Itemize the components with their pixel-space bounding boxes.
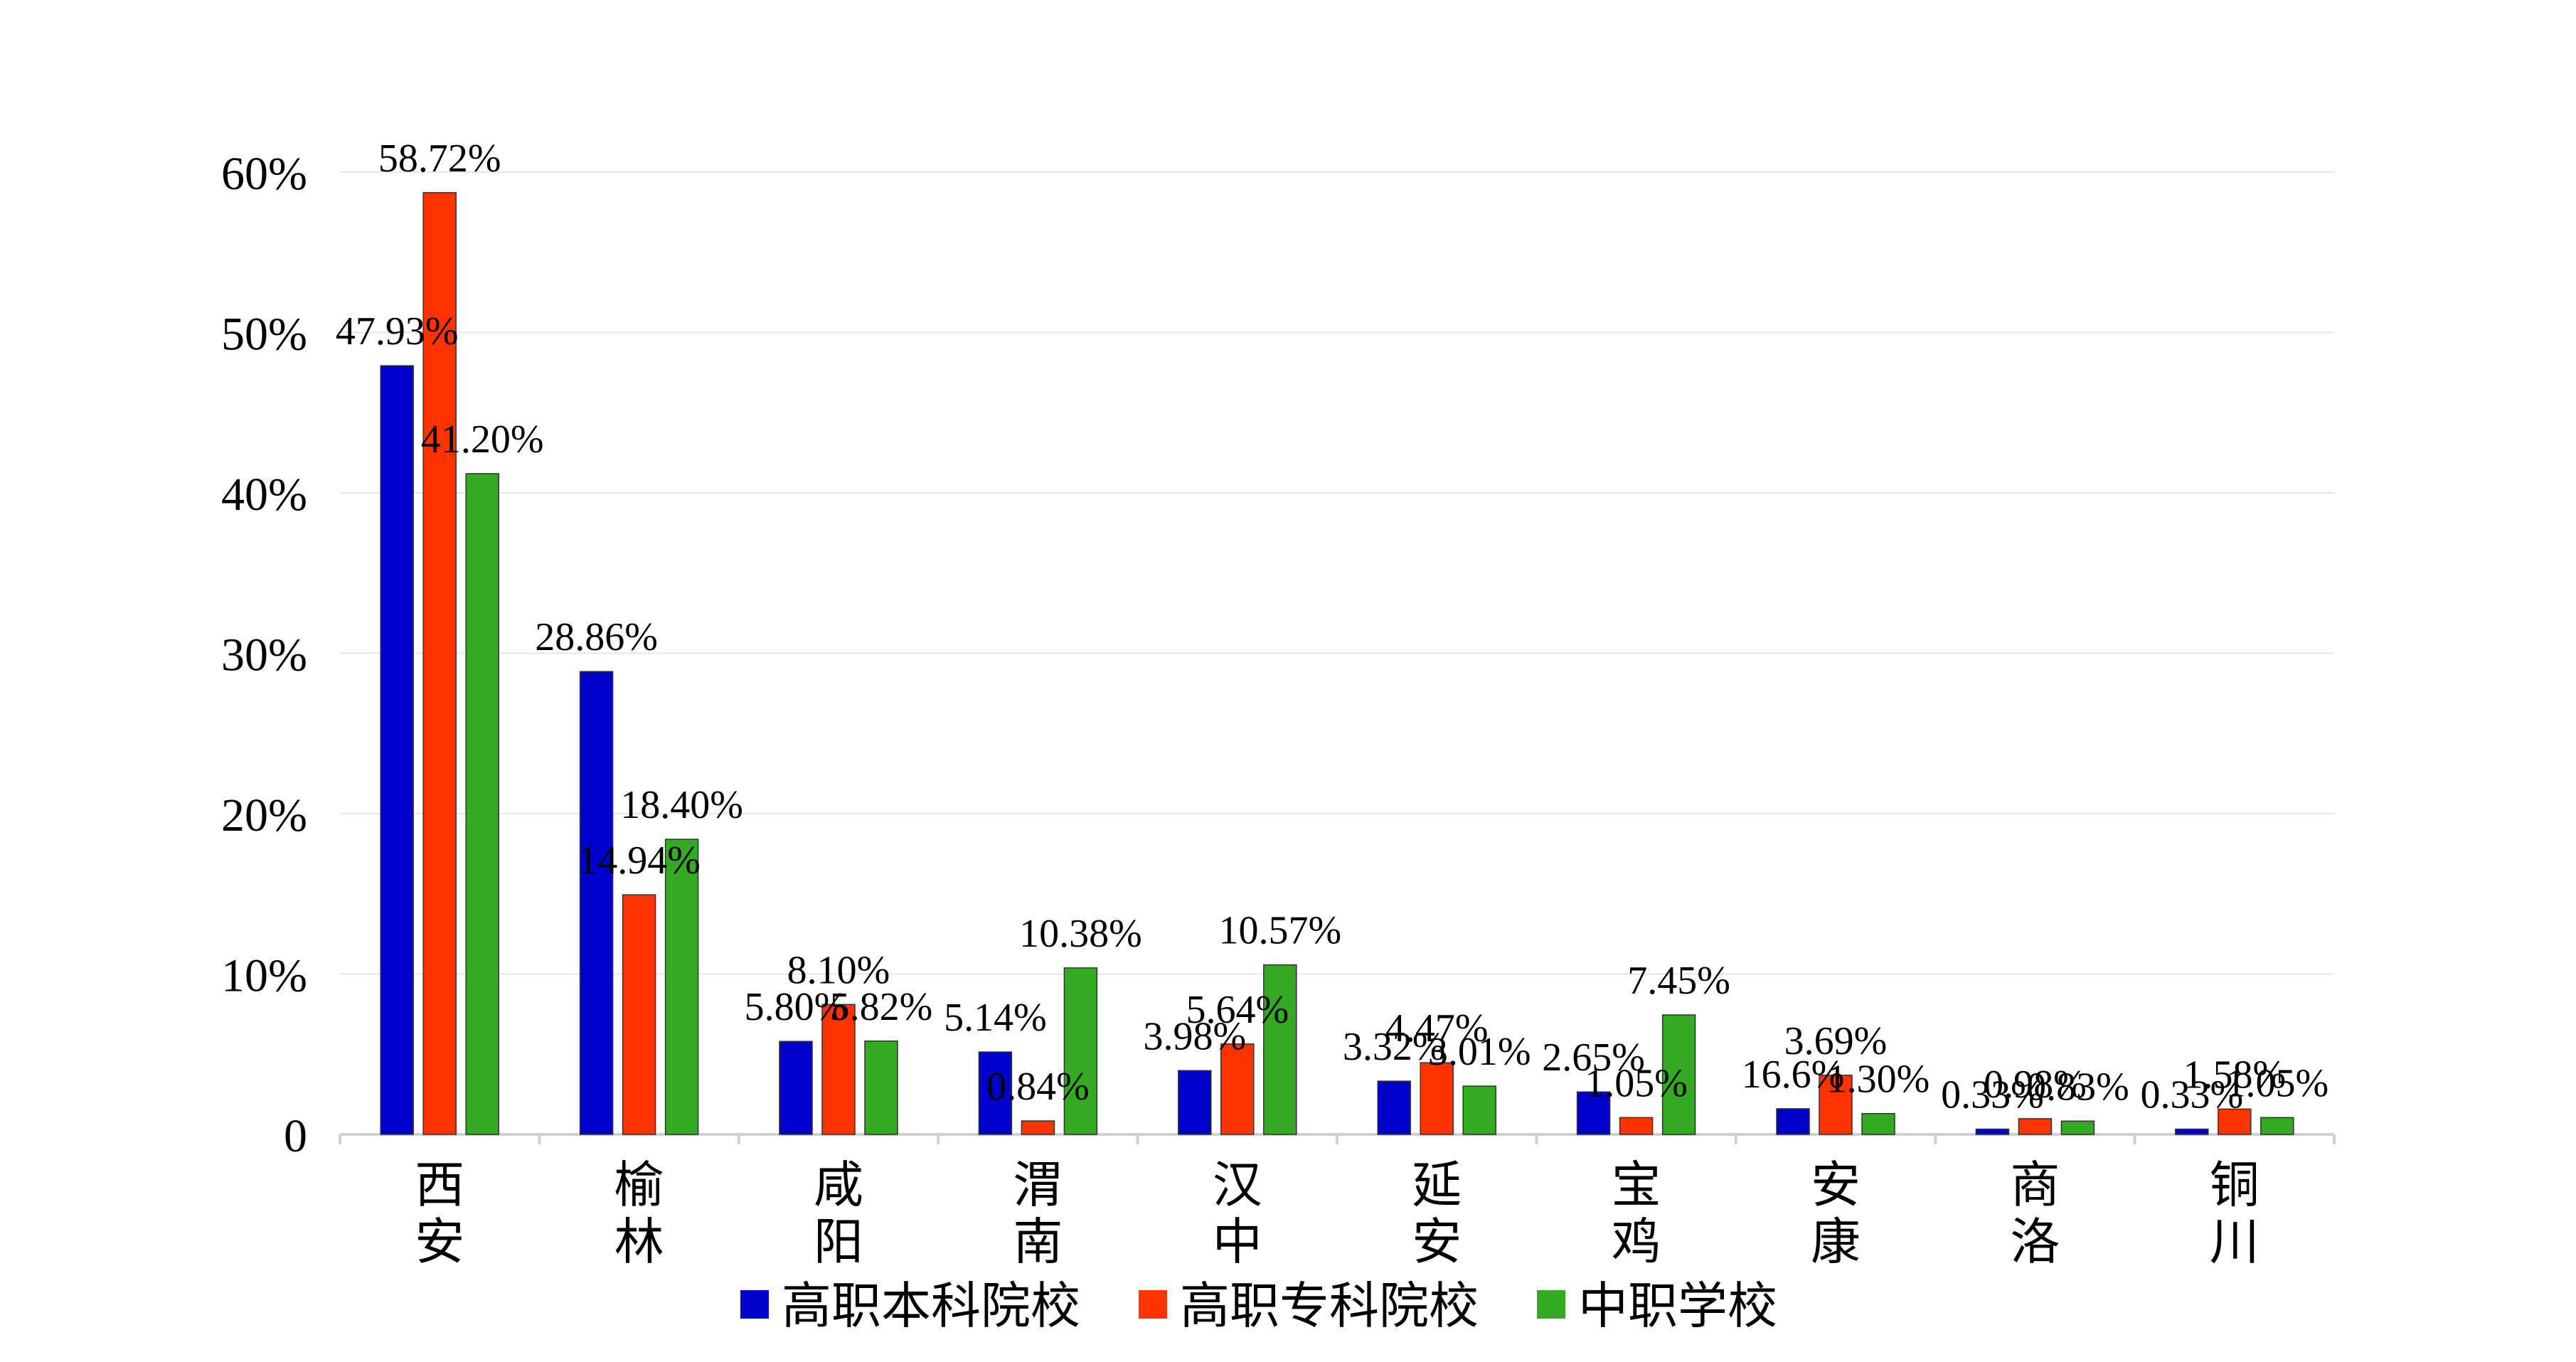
- data-label: 1.05%: [1585, 1061, 1688, 1105]
- data-label: 14.94%: [578, 839, 701, 883]
- bar-1-6: [1619, 1117, 1654, 1135]
- bar-2-6: [1661, 1014, 1696, 1135]
- data-label: 0.83%: [2026, 1065, 2129, 1109]
- bar-1-7: [1819, 1075, 1853, 1135]
- y-tick-label: 10%: [221, 950, 307, 1002]
- bar-1-0: [422, 192, 457, 1135]
- data-label: 3.32%: [1343, 1025, 1446, 1069]
- axes: 0 10% 20% 30% 40% 50% 60% 西安 榆林 咸阳 渭南 汉中 延安 宝鸡 安康 商洛 铜川: [221, 148, 2336, 1270]
- bar-0-2: [779, 1041, 813, 1135]
- data-label: 0.98%: [1984, 1063, 2087, 1107]
- data-label: 3.01%: [1428, 1030, 1531, 1074]
- data-label: 28.86%: [535, 615, 658, 659]
- x-tick-label: 延安: [1412, 1159, 1462, 1270]
- legend-label: 高职本科院校: [782, 1279, 1080, 1334]
- y-tick-label: 40%: [221, 469, 307, 521]
- legend: 高职本科院校 高职专科院校 中职学校: [740, 1279, 1777, 1334]
- legend-label: 高职专科院校: [1180, 1279, 1479, 1334]
- bar-2-8: [2060, 1120, 2095, 1135]
- bar-2-2: [864, 1041, 898, 1135]
- bar-0-9: [2175, 1128, 2209, 1135]
- x-tick-label: 渭南: [1013, 1159, 1063, 1270]
- bar-2-0: [465, 473, 499, 1135]
- bar-0-5: [1377, 1080, 1411, 1135]
- data-label: 0.33%: [2140, 1073, 2243, 1117]
- bar-2-9: [2260, 1117, 2294, 1135]
- bar-1-9: [2218, 1108, 2252, 1135]
- bar-1-8: [2018, 1118, 2053, 1135]
- legend-label: 中职学校: [1578, 1279, 1777, 1334]
- x-tick-label: 商洛: [2010, 1159, 2060, 1270]
- bar-1-1: [622, 894, 656, 1135]
- y-tick-label: 50%: [221, 309, 307, 361]
- bar-2-4: [1263, 964, 1297, 1135]
- bar-0-1: [579, 671, 614, 1135]
- bar-2-1: [664, 839, 699, 1135]
- x-tick-label: 西安: [415, 1159, 464, 1270]
- bar-0-7: [1776, 1108, 1810, 1135]
- data-label: 16.6%: [1742, 1053, 1845, 1097]
- y-tick-label: 20%: [221, 789, 307, 841]
- y-tick-label: 0: [284, 1110, 307, 1162]
- legend-swatch: [1139, 1290, 1167, 1319]
- bar-0-0: [380, 365, 414, 1135]
- data-label: 7.45%: [1627, 959, 1730, 1003]
- bars: [380, 192, 2294, 1135]
- x-tick-label: 安康: [1811, 1159, 1861, 1270]
- x-tick-label: 铜川: [2210, 1159, 2260, 1270]
- data-label: 1.30%: [1827, 1058, 1930, 1102]
- x-tick-label: 宝鸡: [1612, 1159, 1661, 1270]
- bar-1-4: [1220, 1043, 1255, 1135]
- data-label: 0.33%: [1941, 1073, 2044, 1117]
- data-label: 5.64%: [1186, 988, 1289, 1032]
- y-tick-label: 60%: [221, 148, 307, 200]
- data-label: 2.65%: [1542, 1036, 1645, 1080]
- gridlines: [340, 171, 2334, 975]
- data-label: 1.58%: [2183, 1053, 2286, 1097]
- legend-swatch: [740, 1290, 769, 1319]
- x-tick-label: 咸阳: [814, 1159, 863, 1270]
- y-tick-label: 30%: [221, 629, 307, 681]
- bar-0-3: [978, 1051, 1013, 1135]
- data-labels: 47.93% 28.86% 5.80% 5.14% 3.98% 3.32% 2.65% 16.…: [336, 137, 2328, 1117]
- data-label: 10.57%: [1218, 909, 1341, 953]
- data-label: 1.05%: [2225, 1061, 2328, 1105]
- data-label: 18.40%: [620, 783, 743, 827]
- bar-1-2: [821, 1004, 856, 1135]
- bar-2-5: [1462, 1085, 1496, 1135]
- data-label: 5.14%: [944, 996, 1047, 1040]
- bar-2-7: [1861, 1112, 1895, 1135]
- legend-swatch: [1537, 1290, 1565, 1319]
- data-label: 10.38%: [1019, 912, 1142, 956]
- data-label: 4.47%: [1385, 1006, 1489, 1050]
- bar-0-4: [1178, 1070, 1212, 1135]
- data-label: 58.72%: [378, 137, 501, 181]
- data-label: 5.80%: [745, 985, 848, 1029]
- data-label: 5.82%: [830, 985, 933, 1029]
- data-label: 3.98%: [1143, 1014, 1246, 1058]
- x-tick-label: 榆林: [614, 1159, 664, 1270]
- bar-0-8: [1975, 1128, 2010, 1135]
- data-label: 41.20%: [421, 417, 544, 462]
- bar-1-3: [1021, 1120, 1055, 1135]
- bar-2-3: [1063, 967, 1098, 1135]
- x-tick-label: 汉中: [1213, 1159, 1262, 1270]
- data-label: 47.93%: [336, 309, 459, 353]
- data-label: 8.10%: [787, 948, 890, 992]
- bar-0-6: [1576, 1091, 1611, 1135]
- data-label: 3.69%: [1784, 1019, 1888, 1063]
- bar-1-5: [1420, 1062, 1454, 1135]
- data-label: 0.84%: [986, 1065, 1090, 1109]
